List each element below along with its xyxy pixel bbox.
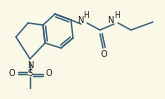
- Text: O: O: [101, 50, 107, 59]
- Text: H: H: [114, 10, 120, 20]
- Text: N: N: [108, 16, 114, 24]
- Text: O: O: [9, 69, 15, 79]
- Text: S: S: [27, 69, 33, 79]
- Text: N: N: [77, 16, 83, 24]
- Text: N: N: [27, 61, 33, 70]
- Text: H: H: [83, 10, 89, 20]
- Text: O: O: [46, 69, 52, 79]
